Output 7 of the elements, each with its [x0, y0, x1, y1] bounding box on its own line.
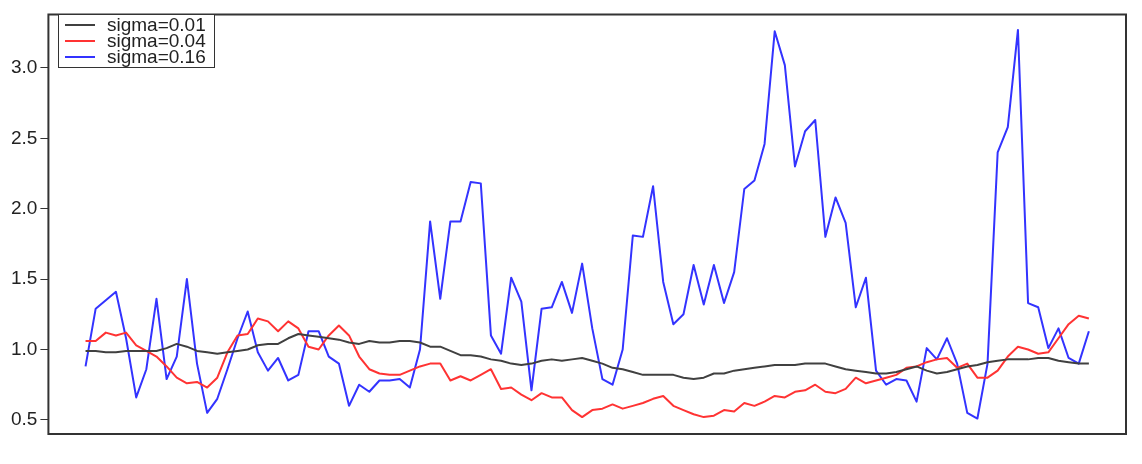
- y-tick-label: 0.5: [10, 408, 38, 430]
- y-tick-label: 1.5: [10, 267, 38, 289]
- y-tick-label: 2.5: [10, 126, 38, 148]
- y-tick-label: 2.0: [10, 196, 38, 218]
- y-tick-label: 1.0: [10, 337, 38, 359]
- legend-label: sigma=0.01: [107, 14, 206, 35]
- y-tick-label: 3.0: [10, 56, 38, 78]
